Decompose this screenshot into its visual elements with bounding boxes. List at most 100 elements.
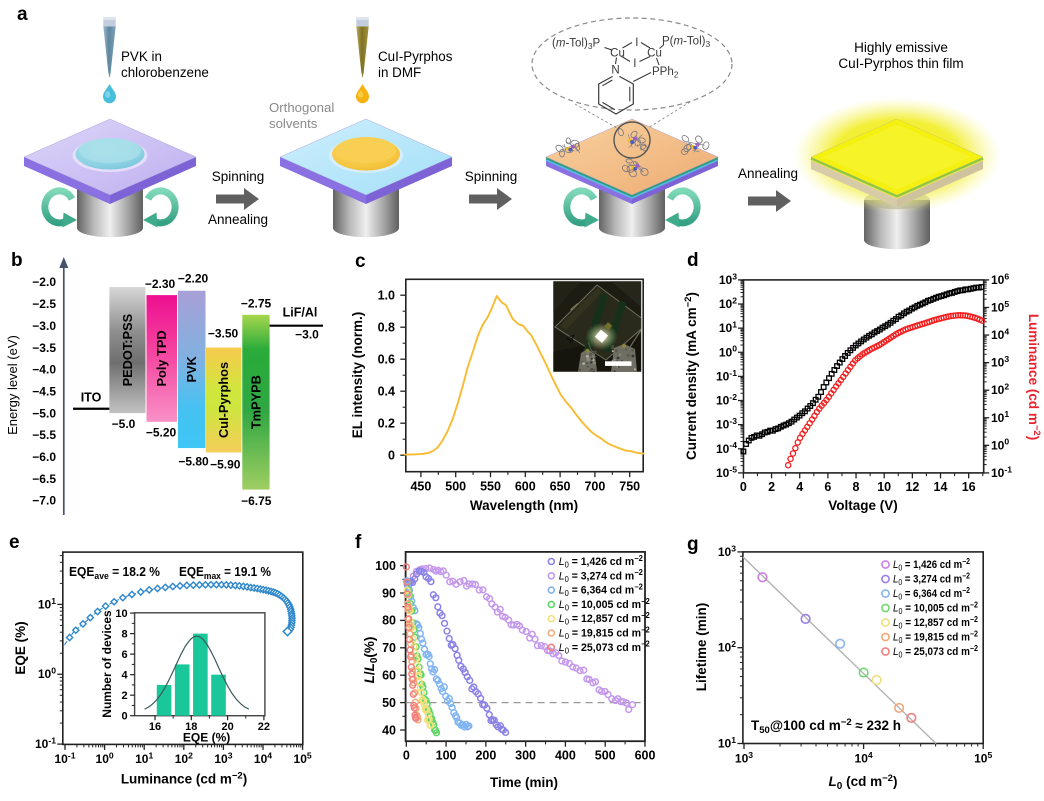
svg-text:6: 6 — [121, 649, 127, 661]
svg-text:T50@100 cd m−2 ≈ 232 h: T50@100 cd m−2 ≈ 232 h — [751, 717, 901, 736]
svg-text:400: 400 — [555, 749, 576, 763]
svg-text:L0 = 25,073 cd m−2: L0 = 25,073 cd m−2 — [559, 640, 651, 656]
svg-text:−3.0: −3.0 — [295, 328, 319, 342]
svg-text:80: 80 — [382, 614, 396, 628]
svg-text:CuI-Pyrphos thin film: CuI-Pyrphos thin film — [838, 56, 963, 71]
svg-text:L0 = 12,857 cd m−2: L0 = 12,857 cd m−2 — [893, 615, 979, 631]
svg-text:100: 100 — [719, 344, 737, 360]
svg-text:CuI-Pyrphos: CuI-Pyrphos — [378, 49, 453, 64]
svg-text:102: 102 — [718, 639, 736, 655]
svg-text:10-1: 10-1 — [54, 750, 75, 766]
svg-text:750: 750 — [619, 480, 640, 494]
svg-text:500: 500 — [595, 749, 616, 763]
svg-text:100: 100 — [436, 749, 457, 763]
svg-text:−5.5: −5.5 — [32, 428, 56, 442]
svg-text:c: c — [355, 251, 366, 272]
svg-text:−5.0: −5.0 — [32, 406, 56, 420]
svg-text:101: 101 — [719, 320, 737, 336]
svg-text:L/L0(%): L/L0(%) — [362, 637, 380, 684]
svg-text:LiF/Al: LiF/Al — [283, 306, 318, 320]
svg-text:550: 550 — [480, 480, 501, 494]
svg-text:Luminance (cd m−2): Luminance (cd m−2) — [121, 771, 247, 787]
svg-text:−7.0: −7.0 — [32, 494, 56, 508]
svg-text:14: 14 — [934, 480, 948, 494]
svg-text:TmPYPB: TmPYPB — [248, 375, 263, 429]
svg-text:104: 104 — [991, 326, 1009, 342]
svg-text:102: 102 — [719, 295, 737, 311]
svg-text:10: 10 — [115, 608, 127, 620]
svg-text:40: 40 — [382, 723, 396, 737]
svg-text:Voltage (V): Voltage (V) — [828, 498, 898, 513]
svg-text:106: 106 — [991, 271, 1009, 287]
svg-text:Number of devices: Number of devices — [100, 610, 114, 718]
svg-text:chlorobenzene: chlorobenzene — [121, 65, 209, 80]
svg-text:−5.90: −5.90 — [210, 458, 241, 472]
svg-text:L0 = 19,815 cd m−2: L0 = 19,815 cd m−2 — [893, 629, 979, 645]
svg-text:Poly TPD: Poly TPD — [154, 330, 169, 386]
svg-text:103: 103 — [719, 271, 737, 287]
svg-text:L0 = 1,426 cd m−2: L0 = 1,426 cd m−2 — [893, 557, 971, 573]
svg-text:solvents: solvents — [269, 116, 318, 131]
svg-text:60: 60 — [382, 669, 396, 683]
svg-text:a: a — [17, 4, 28, 25]
svg-text:90: 90 — [382, 586, 396, 600]
svg-text:102: 102 — [175, 750, 193, 766]
svg-text:PVK in: PVK in — [121, 49, 162, 64]
svg-text:−3.50: −3.50 — [208, 327, 239, 341]
svg-text:−5.80: −5.80 — [178, 455, 209, 469]
svg-text:L0 = 6,364 cd m−2: L0 = 6,364 cd m−2 — [559, 583, 644, 599]
svg-text:100: 100 — [96, 750, 114, 766]
svg-text:−3.5: −3.5 — [32, 341, 56, 355]
svg-text:b: b — [11, 250, 23, 271]
svg-text:PEDOT:PSS: PEDOT:PSS — [120, 313, 135, 386]
svg-text:−2.30: −2.30 — [145, 277, 176, 291]
svg-text:L0 = 25,073 cd m−2: L0 = 25,073 cd m−2 — [893, 644, 979, 660]
svg-text:EQE (%): EQE (%) — [13, 621, 28, 674]
svg-text:f: f — [355, 532, 362, 553]
svg-text:6: 6 — [824, 480, 831, 494]
svg-text:100: 100 — [991, 437, 1009, 453]
svg-text:103: 103 — [214, 750, 232, 766]
svg-text:104: 104 — [254, 750, 272, 766]
svg-text:−3.0: −3.0 — [32, 319, 56, 333]
svg-text:−6.75: −6.75 — [241, 494, 272, 508]
svg-text:10-1: 10-1 — [35, 736, 56, 752]
svg-text:200: 200 — [475, 749, 496, 763]
svg-text:−2.20: −2.20 — [178, 272, 209, 286]
svg-text:Orthogonal: Orthogonal — [269, 100, 334, 115]
svg-text:EL intensity (norm.): EL intensity (norm.) — [350, 312, 365, 439]
svg-text:EQEave = 18.2 %: EQEave = 18.2 % — [69, 564, 160, 582]
svg-text:e: e — [9, 532, 20, 553]
svg-text:18: 18 — [185, 721, 197, 733]
svg-text:0: 0 — [121, 711, 127, 723]
svg-text:P(m-Tol)3: P(m-Tol)3 — [662, 36, 710, 50]
svg-text:EQEmax = 19.1 %: EQEmax = 19.1 % — [179, 564, 271, 582]
svg-text:22: 22 — [258, 721, 270, 733]
svg-text:10-3: 10-3 — [716, 416, 737, 432]
svg-text:600: 600 — [515, 480, 536, 494]
svg-text:Luminance (cd m−2): Luminance (cd m−2) — [1026, 314, 1042, 440]
svg-text:g: g — [687, 534, 699, 555]
svg-text:105: 105 — [991, 299, 1009, 315]
svg-text:ITO: ITO — [81, 391, 102, 405]
svg-text:0.8: 0.8 — [378, 321, 395, 335]
svg-text:8: 8 — [853, 480, 860, 494]
svg-text:104: 104 — [855, 750, 873, 766]
svg-text:103: 103 — [718, 543, 736, 559]
svg-text:12: 12 — [905, 480, 919, 494]
svg-text:Wavelength (nm): Wavelength (nm) — [470, 498, 578, 513]
svg-text:10-2: 10-2 — [716, 392, 737, 408]
svg-text:10: 10 — [877, 480, 891, 494]
svg-text:101: 101 — [991, 409, 1009, 425]
svg-text:PVK: PVK — [184, 355, 199, 382]
svg-text:Current density (mA cm−2): Current density (mA cm−2) — [683, 292, 699, 460]
svg-text:103: 103 — [991, 354, 1009, 370]
svg-text:4: 4 — [121, 670, 128, 682]
svg-text:−4.0: −4.0 — [32, 363, 56, 377]
svg-text:in DMF: in DMF — [378, 65, 421, 80]
svg-text:10-5: 10-5 — [716, 464, 737, 480]
svg-text:L0 = 6,364 cd m−2: L0 = 6,364 cd m−2 — [893, 586, 971, 602]
svg-text:−5.0: −5.0 — [112, 417, 136, 431]
svg-text:100: 100 — [375, 559, 396, 573]
svg-text:Lifetime (min): Lifetime (min) — [694, 603, 709, 692]
